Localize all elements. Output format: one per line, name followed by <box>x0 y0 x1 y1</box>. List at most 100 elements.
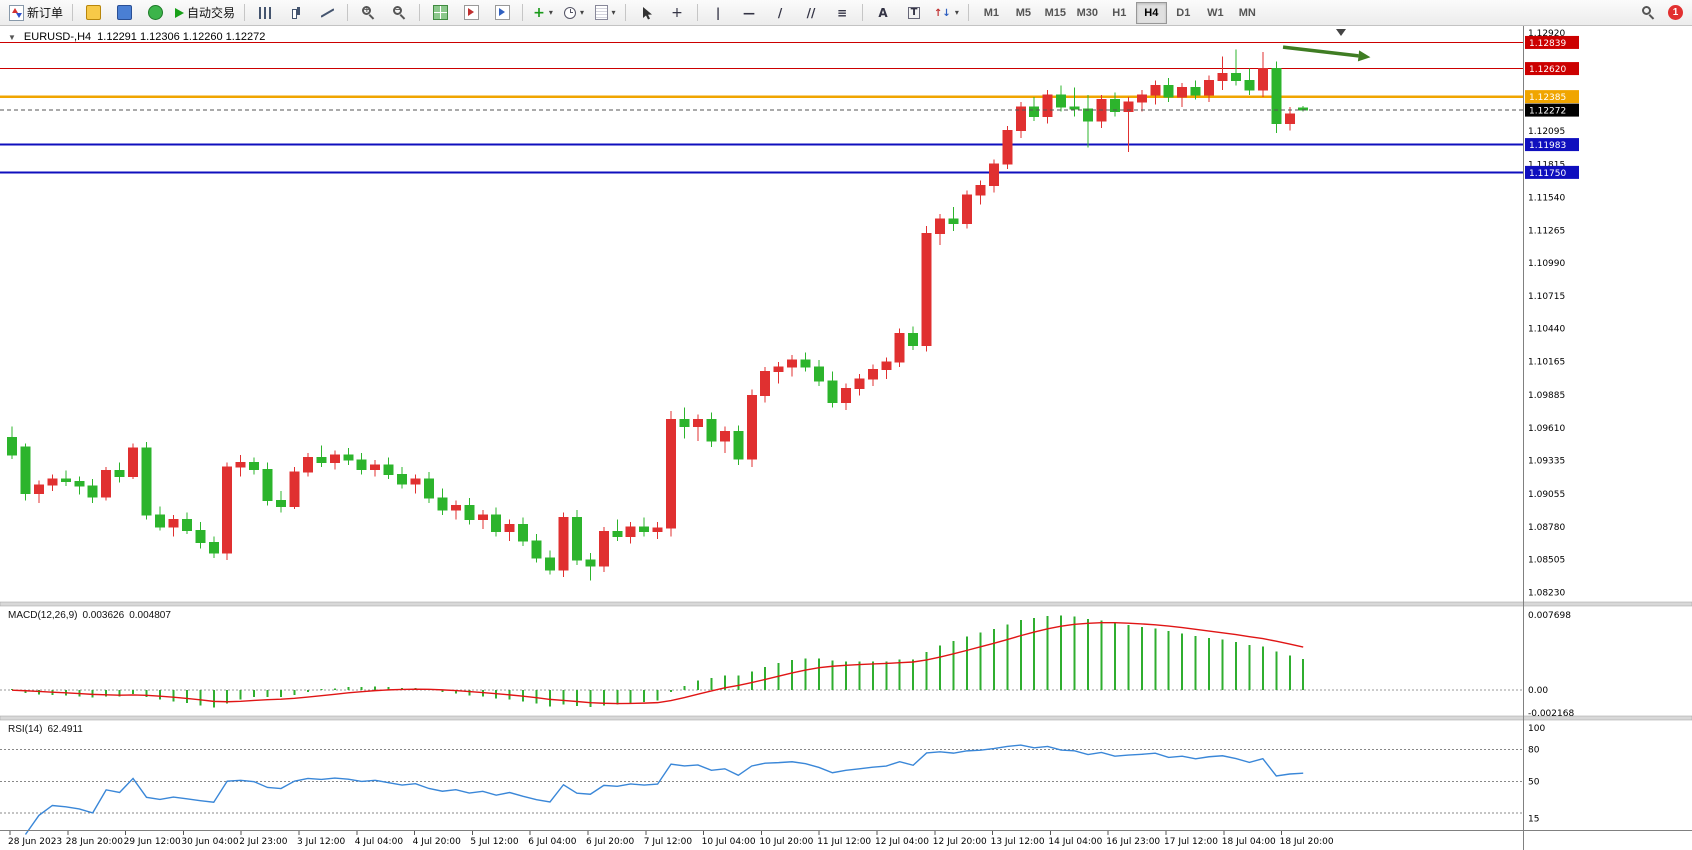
timeframe-button-h4[interactable]: H4 <box>1135 1 1167 24</box>
terminal-icon <box>116 5 132 20</box>
svg-text:2 Jul 23:00: 2 Jul 23:00 <box>239 837 288 847</box>
crosshair-icon: + <box>671 4 683 21</box>
vertical-line-icon: | <box>715 5 721 20</box>
horizontal-line-button[interactable]: — <box>734 1 764 25</box>
crosshair-button[interactable]: + <box>662 1 692 25</box>
svg-text:1.08230: 1.08230 <box>1528 588 1565 598</box>
price-label-box <box>1525 138 1579 152</box>
indicators-button[interactable]: + ▾ <box>528 1 558 25</box>
price-label-box <box>1525 165 1579 179</box>
text-button[interactable]: A <box>868 1 898 25</box>
auto-scroll-icon <box>463 5 479 20</box>
svg-text:4 Jul 04:00: 4 Jul 04:00 <box>355 837 404 847</box>
timeframe-button-m30[interactable]: M30 <box>1076 6 1099 19</box>
price-label-box <box>1525 90 1579 104</box>
auto-scroll-button[interactable] <box>456 1 486 25</box>
arrows-button[interactable]: ↑↓ ▾ <box>930 1 963 25</box>
svg-text:1.12620: 1.12620 <box>1529 65 1566 75</box>
market-watch-button[interactable] <box>140 1 170 25</box>
price-chart[interactable]: 1.12920 1.12095 1.11815 1.11540 1.11265 1.109… <box>0 26 1692 850</box>
macd-signal-value: 0.004807 <box>129 610 171 621</box>
svg-text:1.11815: 1.11815 <box>1528 161 1565 171</box>
candlestick-chart-button[interactable] <box>281 1 311 25</box>
one-click-trading-expander[interactable]: ▼ <box>8 32 16 42</box>
chevron-down-icon: ▾ <box>954 8 959 17</box>
svg-text:30 Jun 04:00: 30 Jun 04:00 <box>181 837 238 847</box>
svg-text:1.08780: 1.08780 <box>1528 523 1565 533</box>
price-label-box <box>1525 62 1579 76</box>
horizontal-line-objects[interactable] <box>0 41 1523 174</box>
svg-text:1.11265: 1.11265 <box>1528 226 1565 236</box>
templates-button[interactable]: ▾ <box>590 1 620 25</box>
svg-text:29 Jun 12:00: 29 Jun 12:00 <box>124 837 181 847</box>
trendline-button[interactable]: / <box>765 1 795 25</box>
timeframe-button-m15[interactable]: M15 <box>1044 6 1067 19</box>
macd-signal-line <box>11 621 1304 705</box>
toolbar-separator <box>244 4 246 21</box>
periods-button[interactable]: ▾ <box>559 1 589 25</box>
bar-chart-button[interactable] <box>250 1 280 25</box>
toolbar-separator <box>522 4 524 21</box>
svg-text:1.11750: 1.11750 <box>1529 169 1566 179</box>
timeframe-button-m5[interactable]: M5 <box>1015 6 1031 19</box>
line-chart-icon <box>321 6 334 19</box>
timeframe-button-m1[interactable]: M1 <box>983 6 999 19</box>
fibonacci-icon: ≡ <box>837 5 848 20</box>
notification-badge[interactable]: 1 <box>1668 5 1683 20</box>
svg-text:1.09610: 1.09610 <box>1528 424 1565 434</box>
auto-trading-button[interactable]: 自动交易 <box>171 1 239 25</box>
chart-shift-icon <box>494 5 510 20</box>
pane-splitter[interactable] <box>0 601 1692 607</box>
timeframe-button-w1[interactable]: W1 <box>1207 6 1224 19</box>
time-axis[interactable]: 28 Jun 2023 28 Jun 20:00 29 Jun 12:00 30 Ju… <box>8 831 1334 847</box>
svg-text:17 Jul 12:00: 17 Jul 12:00 <box>1164 837 1218 847</box>
svg-text:0.007698: 0.007698 <box>1528 611 1571 621</box>
svg-text:1.10715: 1.10715 <box>1528 292 1565 302</box>
macd-histogram <box>11 615 1305 708</box>
horizontal-line-icon: — <box>743 5 756 20</box>
zoom-in-button[interactable]: + <box>353 1 383 25</box>
zoom-out-button[interactable]: − <box>384 1 414 25</box>
arrows-icon: ↑↓ <box>934 8 951 19</box>
timeframe-button-mn[interactable]: MN <box>1238 6 1256 19</box>
svg-text:1.09885: 1.09885 <box>1528 391 1565 401</box>
new-order-button[interactable]: 新订单 <box>5 1 67 25</box>
toolbar-separator <box>419 4 421 21</box>
chevron-down-icon: ▾ <box>580 8 585 17</box>
svg-text:80: 80 <box>1528 745 1540 755</box>
fibonacci-button[interactable]: ≡ <box>827 1 857 25</box>
chart-shift-button[interactable] <box>487 1 517 25</box>
svg-text:10 Jul 20:00: 10 Jul 20:00 <box>759 837 813 847</box>
line-chart-button[interactable] <box>312 1 342 25</box>
timeframe-button-d1[interactable]: D1 <box>1176 6 1191 19</box>
search-button[interactable] <box>1633 1 1663 25</box>
rsi-name: RSI(14) <box>8 724 43 735</box>
metaeditor-button[interactable] <box>78 1 108 25</box>
new-order-label: 新订单 <box>27 6 64 20</box>
svg-text:-0.002168: -0.002168 <box>1528 709 1574 719</box>
terminal-button[interactable] <box>109 1 139 25</box>
svg-text:0.00: 0.00 <box>1528 686 1548 696</box>
vertical-line-button[interactable]: | <box>703 1 733 25</box>
price-axis[interactable]: 1.12920 1.12095 1.11815 1.11540 1.11265 1.109… <box>1523 26 1580 850</box>
tile-windows-button[interactable] <box>425 1 455 25</box>
template-icon <box>594 5 608 20</box>
pane-splitter[interactable] <box>0 715 1692 721</box>
timeframe-button-h1[interactable]: H1 <box>1112 6 1127 19</box>
svg-text:28 Jun 20:00: 28 Jun 20:00 <box>66 837 123 847</box>
macd-label: MACD(12,26,9) 0.003626 0.004807 <box>8 610 171 621</box>
svg-text:4 Jul 20:00: 4 Jul 20:00 <box>413 837 462 847</box>
cursor-button[interactable] <box>631 1 661 25</box>
svg-text:18 Jul 20:00: 18 Jul 20:00 <box>1280 837 1334 847</box>
macd-value: 0.003626 <box>82 610 125 621</box>
trend-arrow-line[interactable] <box>1282 45 1359 58</box>
svg-text:1.11983: 1.11983 <box>1529 141 1566 151</box>
toolbar-separator <box>625 4 627 21</box>
text-label-icon: T <box>907 6 921 19</box>
trend-arrow-head[interactable] <box>1357 50 1371 62</box>
svg-text:12 Jul 20:00: 12 Jul 20:00 <box>933 837 987 847</box>
channel-button[interactable]: // <box>796 1 826 25</box>
text-label-button[interactable]: T <box>899 1 929 25</box>
svg-text:1.10990: 1.10990 <box>1528 259 1565 269</box>
chart-shift-marker[interactable] <box>1336 29 1346 36</box>
